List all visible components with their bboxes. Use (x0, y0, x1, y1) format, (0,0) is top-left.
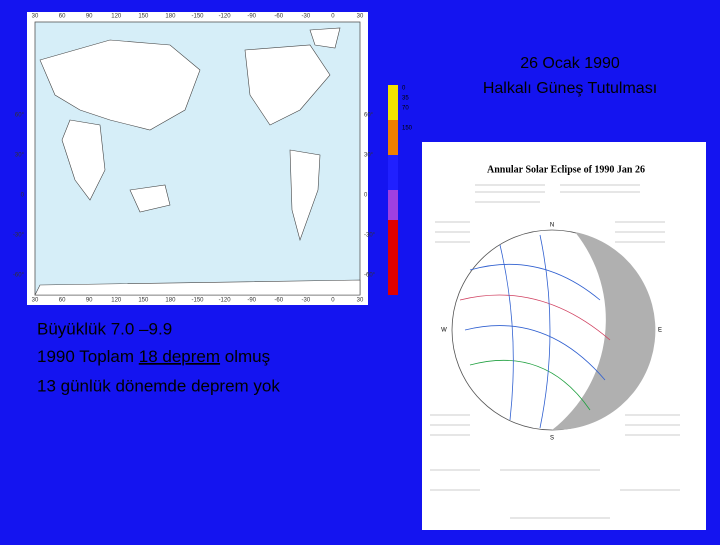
title-line: 26 Ocak 1990 (520, 55, 620, 72)
map-left-tick: -30° (13, 233, 25, 239)
body-line: 13 günlük dönemde deprem yok (37, 376, 280, 395)
map-bottom-tick: 30 (357, 298, 364, 304)
compass-label: W (441, 328, 447, 334)
compass-label: S (550, 436, 554, 442)
map-right-tick: 30° (364, 153, 374, 159)
australia (129, 184, 171, 213)
map-bottom-tick: -90 (247, 298, 256, 304)
map-left-tick: 60° (15, 113, 25, 119)
path-curve (469, 359, 591, 411)
eclipse-paths (459, 234, 611, 429)
map-top-tick: -90 (247, 14, 256, 20)
map-top-tick: -60 (274, 14, 283, 20)
colorbar-label: 35 (402, 96, 409, 102)
map-left-tick: 30° (15, 153, 25, 159)
map-bottom-tick: 30 (32, 298, 39, 304)
map-top-tick: 30 (32, 14, 39, 20)
map-right-tick: 60° (364, 113, 374, 119)
body-line: Büyüklük 7.0 –9.9 (37, 319, 172, 338)
night-side (552, 232, 656, 431)
path-curve (469, 263, 601, 301)
map-ticks: 30 30 60 60 90 90 120 120 150 150 180 180 -150 -150 -1… (13, 14, 376, 304)
path-curve (459, 294, 611, 341)
map-bottom-tick: -150 (191, 298, 204, 304)
eurasia (39, 39, 201, 131)
path-curve (539, 234, 551, 429)
map-top-tick: 0 (331, 14, 335, 20)
colorbar-label: 0 (402, 86, 406, 92)
map-top-tick: -150 (191, 14, 204, 20)
map-top-tick: 30 (357, 14, 364, 20)
map-top-tick: 120 (111, 14, 122, 20)
map-bottom-tick: 150 (138, 298, 149, 304)
map-top-tick: -120 (219, 14, 232, 20)
map-top-tick: 90 (86, 14, 93, 20)
colorbar-label: 70 (402, 106, 409, 112)
map-bottom-tick: 120 (111, 298, 122, 304)
path-curve (499, 244, 514, 421)
colorbar-labels: 0 35 70 150 (402, 86, 413, 132)
figure-text-lines (430, 184, 680, 519)
colorbar-segment (388, 85, 398, 120)
colorbar-segment (388, 190, 398, 220)
map-bottom-tick: -60 (274, 298, 283, 304)
map-bottom-tick: 60 (59, 298, 66, 304)
text-run: 1990 Toplam (37, 347, 139, 366)
underlined-text: 18 deprem (139, 347, 220, 366)
map-bottom-tick: 0 (331, 298, 335, 304)
colorbar (388, 85, 398, 295)
colorbar-label: 150 (402, 126, 413, 132)
compass-label: N (550, 223, 554, 229)
map-bottom-tick: -120 (219, 298, 232, 304)
greenland (309, 27, 341, 49)
map-left-tick: 0 (21, 193, 25, 199)
map-right-tick: -60° (364, 273, 376, 279)
map-top-tick: 150 (138, 14, 149, 20)
map-top-tick: 60 (59, 14, 66, 20)
antarctica (34, 279, 361, 296)
north-america (244, 44, 331, 126)
colorbar-segment (388, 120, 398, 155)
colorbar-segment (388, 155, 398, 190)
text-run: olmuş (220, 347, 270, 366)
map-top-tick: -30 (301, 14, 310, 20)
compass-label: E (658, 328, 662, 334)
map-bottom-tick: 90 (86, 298, 93, 304)
continents (34, 27, 361, 296)
colorbar-segment (388, 220, 398, 295)
africa (61, 119, 106, 201)
map-bottom-tick: 180 (165, 298, 176, 304)
map-left-tick: -60° (13, 273, 25, 279)
map-right-tick: 0 (364, 193, 368, 199)
body-line: 1990 Toplam 18 deprem olmuş (37, 347, 270, 366)
map-right-tick: -30° (364, 233, 376, 239)
title-line: Halkalı Güneş Tutulması (483, 80, 657, 97)
south-america (289, 149, 321, 242)
figure-title: Annular Solar Eclipse of 1990 Jan 26 (487, 164, 645, 175)
map-bottom-tick: -30 (301, 298, 310, 304)
path-curve (464, 325, 606, 381)
map-top-tick: 180 (165, 14, 176, 20)
